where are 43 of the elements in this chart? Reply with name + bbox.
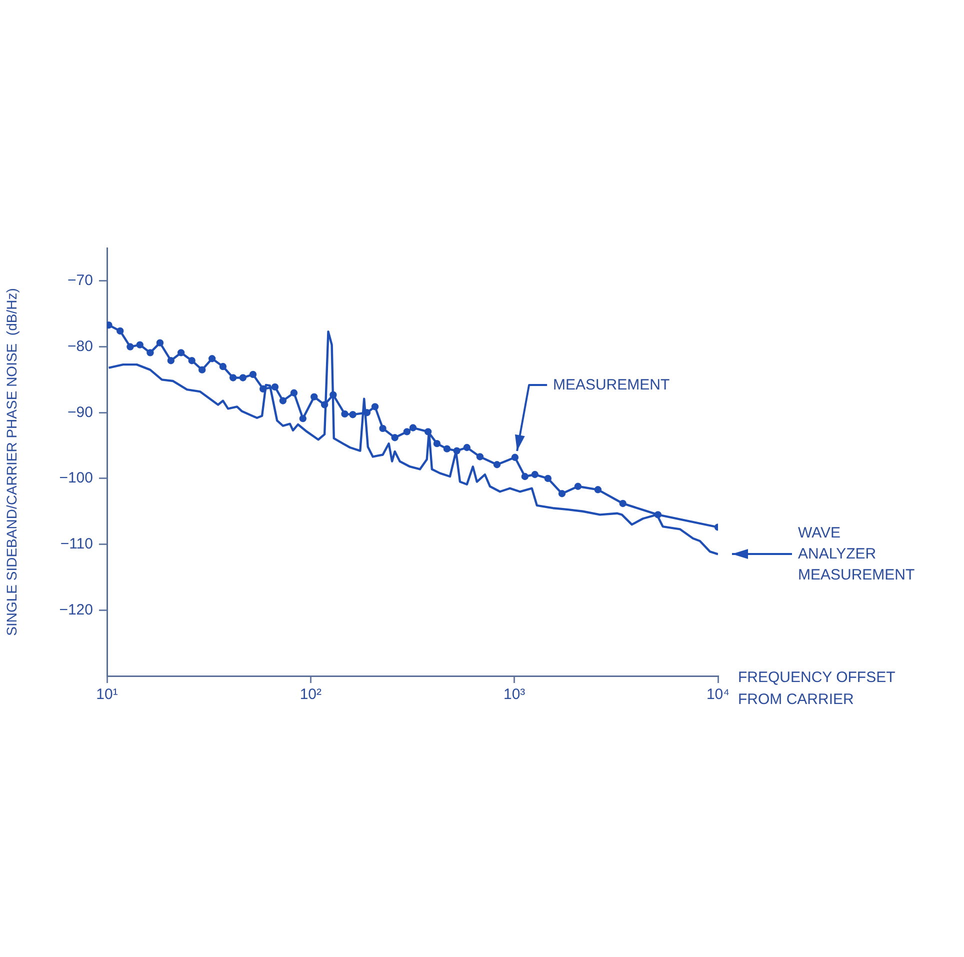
y-tick-label: −70 xyxy=(68,272,93,290)
point xyxy=(320,401,328,408)
point xyxy=(146,349,154,356)
point xyxy=(403,428,411,436)
point xyxy=(363,409,371,416)
y-tick-label: −110 xyxy=(60,535,93,552)
point xyxy=(188,356,196,364)
y-tick-label: −90 xyxy=(68,404,93,421)
point xyxy=(208,355,216,362)
point xyxy=(136,341,144,348)
x-tick-label: 10² xyxy=(300,686,322,704)
x-tick-label: 10³ xyxy=(503,686,526,704)
point xyxy=(177,349,185,356)
point xyxy=(219,362,227,370)
x-axis-title: FREQUENCY OFFSET FROM CARRIER xyxy=(738,669,896,708)
point xyxy=(156,339,164,346)
point xyxy=(116,327,124,335)
point xyxy=(433,440,441,448)
y-axis-title: SINGLE SIDEBAND/CARRIER PHASE NOISE (dB/Hz) xyxy=(3,288,20,636)
legend-label: WAVE ANALYZER MEASUREMENT xyxy=(798,524,915,584)
point xyxy=(341,410,348,418)
point xyxy=(279,397,287,404)
point xyxy=(299,414,307,422)
y-tick-label: −100 xyxy=(59,470,93,487)
point xyxy=(198,366,206,374)
y-tick-label: −80 xyxy=(68,338,93,355)
point xyxy=(229,374,237,382)
point xyxy=(424,428,432,436)
point xyxy=(249,370,257,378)
text: MEASUREMENT xyxy=(552,376,670,394)
y-tick-label: −120 xyxy=(59,601,93,618)
x-tick-label: 10⁴ xyxy=(706,686,730,704)
point xyxy=(453,447,460,454)
point xyxy=(371,403,379,410)
point xyxy=(239,374,247,382)
point xyxy=(310,393,318,400)
point xyxy=(259,385,267,393)
point xyxy=(167,356,175,364)
point xyxy=(290,389,298,396)
point xyxy=(126,343,134,350)
point xyxy=(443,445,451,452)
x-tick-label: 10¹ xyxy=(96,686,118,704)
point xyxy=(463,444,471,452)
